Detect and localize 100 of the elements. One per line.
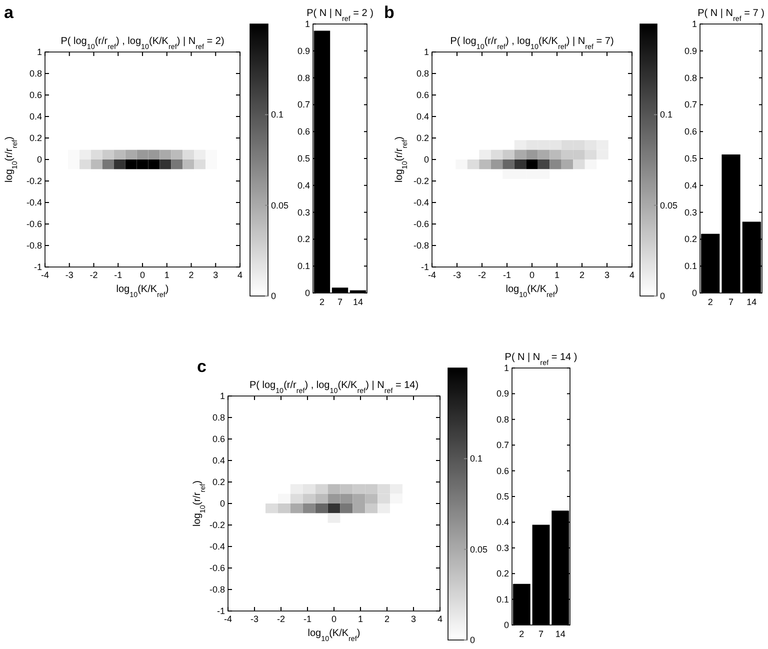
color-bar-label: 0.05 <box>470 544 488 554</box>
y-tick-label: 0.5 <box>496 492 509 502</box>
x-tick-label: -2 <box>478 270 486 280</box>
text: c <box>197 357 206 376</box>
x-tick-label: 4 <box>237 270 243 280</box>
x-tick-label: 7 <box>538 629 544 639</box>
x-tick-label: -3 <box>65 270 74 280</box>
chart-title: P( log$_{10}$(r/r$_{ref}$) , log$_{10}$(K/K$_{ref}$) | N$_{ref}$ = 2) <box>60 36 224 50</box>
y-tick-label: -0.2 <box>413 176 429 186</box>
y-tick-label: 0.8 <box>297 72 310 83</box>
y-tick-label: 0.7 <box>496 440 509 450</box>
y-tick-label: -0.6 <box>209 563 225 573</box>
y-tick-label: 0.8 <box>29 68 42 78</box>
y-tick-label: 0.6 <box>212 434 225 444</box>
color-bar-label: 0.05 <box>660 200 678 210</box>
x-tick-label: 0 <box>331 614 337 624</box>
y-tick-label: -0.2 <box>209 520 225 530</box>
color-bar-label: 0.1 <box>660 110 673 120</box>
chart-title: P( N | N$_{ref}$ = 7 ) <box>698 8 764 22</box>
y-tick-label: -0.4 <box>26 198 42 208</box>
y-tick-label: 1 <box>36 47 42 57</box>
text: a <box>4 3 14 22</box>
x-axis-title: log$_{10}$(K/K$_{ref}$) <box>116 284 169 298</box>
y-tick-label: 0.2 <box>496 568 509 579</box>
x-tick-label: 2 <box>708 297 713 307</box>
y-tick-label: 0.3 <box>496 542 509 553</box>
x-tick-label: 2 <box>519 629 524 639</box>
y-tick-label: 0.7 <box>684 100 697 110</box>
y-tick-label: 0.2 <box>416 133 429 143</box>
x-tick-label: -2 <box>90 270 98 280</box>
y-tick-label: 0.5 <box>684 154 697 164</box>
y-tick-label: 0.3 <box>297 207 310 218</box>
y-tick-label: 0.8 <box>416 68 429 78</box>
x-tick-label: 2 <box>319 297 325 307</box>
y-tick-label: -1 <box>34 262 42 272</box>
y-tick-label: 0.5 <box>297 154 310 164</box>
y-tick-label: 0.9 <box>297 46 310 56</box>
y-tick-label: 0.1 <box>684 261 697 272</box>
color-bar-label: 0.1 <box>271 110 284 120</box>
x-tick-label: 14 <box>555 629 566 639</box>
x-tick-label: 2 <box>188 270 194 280</box>
y-tick-label: 1 <box>504 363 509 373</box>
y-tick-label: 0.9 <box>684 46 697 56</box>
y-tick-label: 0.2 <box>684 234 697 244</box>
x-tick-label: 2 <box>384 614 390 624</box>
x-tick-label: 3 <box>604 270 610 280</box>
y-tick-label: -1 <box>420 262 429 272</box>
y-tick-label: 0.2 <box>29 133 42 143</box>
x-tick-label: 0 <box>140 270 146 280</box>
y-tick-label: 0.4 <box>684 180 697 190</box>
y-tick-label: 0.6 <box>29 90 42 100</box>
x-tick-label: 14 <box>746 297 757 307</box>
y-tick-label: 0 <box>304 288 310 298</box>
y-tick-label: -0.2 <box>26 176 42 186</box>
y-tick-label: 1 <box>220 391 225 401</box>
y-tick-label: 1 <box>692 19 697 29</box>
x-tick-label: -1 <box>114 270 122 280</box>
x-axis-title: log$_{10}$(K/K$_{ref}$) <box>506 284 558 298</box>
y-tick-label: -0.8 <box>26 240 42 250</box>
x-axis-title: log$_{10}$(K/K$_{ref}$) <box>308 628 360 642</box>
color-bar-label: 0.05 <box>271 200 289 210</box>
y-tick-label: 0.4 <box>212 456 225 466</box>
x-tick-label: -3 <box>250 614 259 624</box>
y-tick-label: 0.6 <box>496 466 509 476</box>
y-tick-label: 0.6 <box>684 126 697 137</box>
x-tick-label: 1 <box>554 270 560 280</box>
x-tick-label: -3 <box>452 270 462 280</box>
y-tick-label: 0.1 <box>496 594 509 604</box>
y-tick-label: 0.4 <box>496 517 509 528</box>
y-tick-label: -0.4 <box>209 542 225 552</box>
y-tick-label: 0 <box>36 154 42 164</box>
y-tick-label: 0.7 <box>297 100 310 110</box>
x-tick-label: 1 <box>164 270 170 280</box>
y-tick-label: 0 <box>424 154 429 164</box>
chart-title: P( log$_{10}$(r/r$_{ref}$) , log$_{10}$(K/K$_{ref}$) | N$_{ref}$ = 7) <box>450 36 614 50</box>
y-tick-label: 0.6 <box>297 126 310 137</box>
x-tick-label: 4 <box>629 270 635 280</box>
x-tick-label: 7 <box>728 297 734 307</box>
x-tick-label: -4 <box>40 270 50 280</box>
x-tick-label: -4 <box>428 270 436 280</box>
x-tick-label: 4 <box>437 614 443 624</box>
y-tick-label: 0 <box>220 498 225 508</box>
y-tick-label: -0.6 <box>413 219 429 229</box>
y-tick-label: 0.8 <box>496 414 509 424</box>
y-tick-label: 0.8 <box>684 72 697 83</box>
x-tick-label: -4 <box>224 614 232 624</box>
y-tick-label: 0.4 <box>416 112 429 122</box>
x-tick-label: 0 <box>529 270 535 280</box>
y-tick-label: 0.4 <box>297 180 310 190</box>
y-tick-label: -0.8 <box>413 240 429 250</box>
y-tick-label: 0.4 <box>29 112 42 122</box>
y-tick-label: -1 <box>216 606 225 616</box>
x-tick-label: 2 <box>579 270 585 280</box>
y-tick-label: -0.8 <box>209 584 225 594</box>
chart-title: P( log$_{10}$(r/r$_{ref}$) , log$_{10}$(K/K$_{ref}$) | N$_{ref}$ = 14) <box>249 380 419 394</box>
x-tick-label: -2 <box>276 614 286 624</box>
y-tick-label: 0.2 <box>297 234 310 244</box>
y-tick-label: -0.4 <box>413 198 429 208</box>
y-tick-label: 0.8 <box>212 412 225 422</box>
y-tick-label: 0.1 <box>297 261 310 272</box>
